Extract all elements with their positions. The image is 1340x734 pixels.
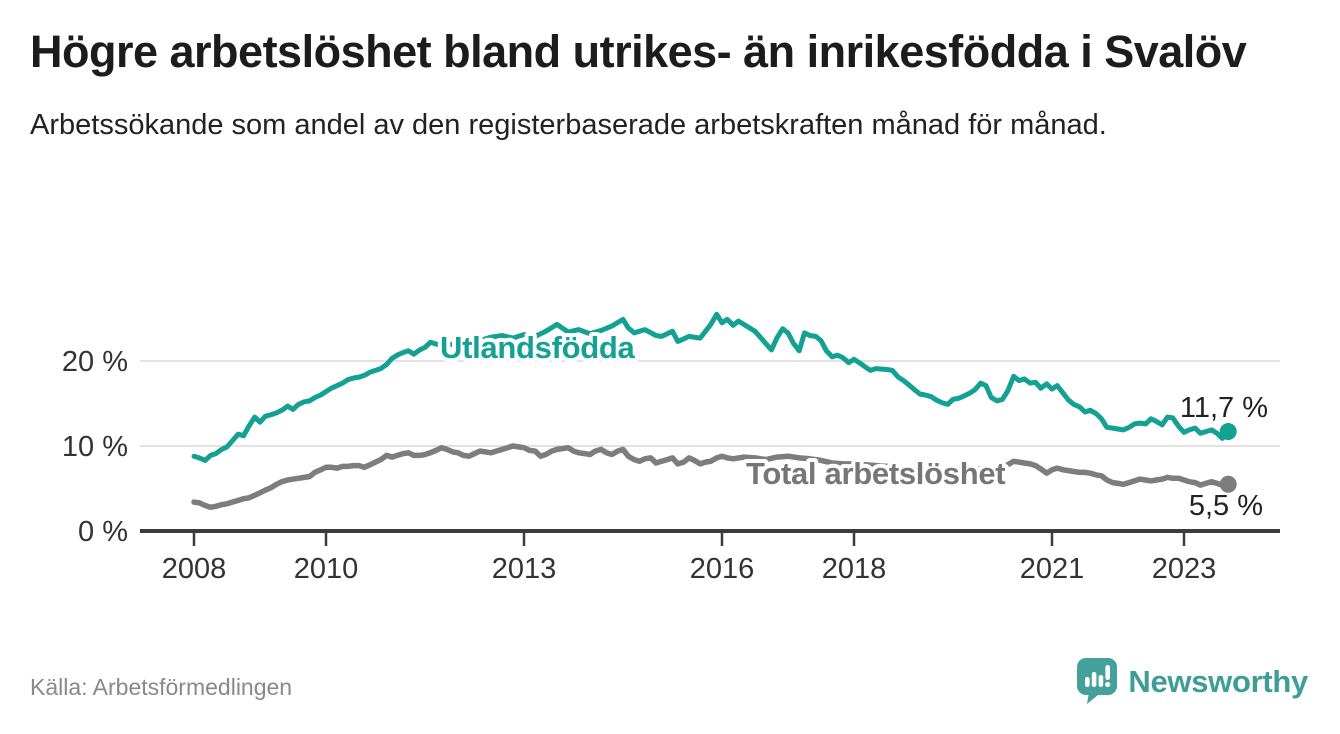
y-tick-label: 0 %	[78, 516, 128, 548]
series-label-total: Total arbetslöshet	[746, 456, 1005, 491]
y-tick-label: 10 %	[62, 431, 128, 463]
end-value-label: 11,7 %	[1180, 392, 1268, 424]
chart-header: Högre arbetslöshet bland utrikes- än inr…	[30, 26, 1310, 147]
x-tick-label: 2013	[492, 553, 557, 585]
series-line-utlandsfodda	[191, 311, 1231, 463]
chart-subtitle: Arbetssökande som andel av den registerb…	[30, 108, 1107, 141]
exclamation-bar	[1105, 665, 1111, 680]
newsworthy-logo: Newsworthy	[1077, 658, 1308, 706]
series-end-dot	[1219, 475, 1237, 493]
x-tick-label: 2018	[822, 553, 887, 585]
x-tick-label: 2016	[690, 553, 755, 585]
x-tick-label: 2008	[162, 553, 227, 585]
newsworthy-logo-text: Newsworthy	[1128, 664, 1308, 699]
series-line-total	[191, 443, 1231, 510]
source-note: Källa: Arbetsförmedlingen	[30, 674, 293, 700]
bar-chart-glyph	[1085, 665, 1111, 688]
newsworthy-logo-icon	[1077, 658, 1118, 704]
series-end-dot	[1219, 423, 1237, 441]
y-tick-label: 20 %	[62, 346, 128, 378]
chart-title: Högre arbetslöshet bland utrikes- än inr…	[30, 26, 1247, 77]
exclamation-dot	[1105, 681, 1111, 688]
series-label-utlandsfodda: Utlandsfödda	[440, 330, 636, 365]
speech-bubble-shape	[1077, 658, 1118, 704]
x-tick-label: 2023	[1152, 553, 1217, 585]
x-tick-label: 2010	[294, 553, 359, 585]
x-tick-label: 2021	[1020, 553, 1085, 585]
end-value-label: 5,5 %	[1189, 490, 1263, 522]
